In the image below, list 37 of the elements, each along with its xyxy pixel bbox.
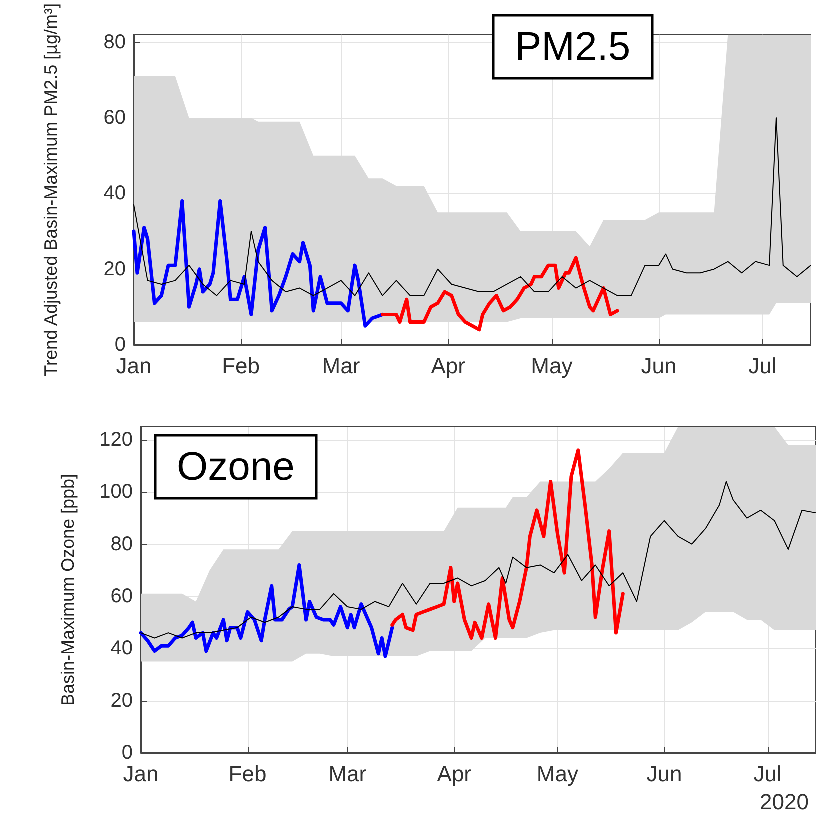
x-tick-label: Apr xyxy=(437,762,472,786)
y-tick-label: 0 xyxy=(114,334,126,356)
x-tick-label: Feb xyxy=(222,354,260,378)
x-tick-label: May xyxy=(531,354,573,378)
chart-title: PM2.5 xyxy=(515,25,631,69)
x-tick-label: Mar xyxy=(322,354,360,378)
x-tick-label: Jan xyxy=(123,762,159,786)
x-tick-label: Jul xyxy=(754,762,782,786)
x-tick-label: Jan xyxy=(116,354,152,378)
x-tick-label: Jun xyxy=(641,354,677,378)
y-axis-title: Trend Adjusted Basin-Maximum PM2.5 [µg/m³] xyxy=(41,3,61,376)
chart-title: Ozone xyxy=(177,445,295,489)
x-axis-title: 2020 xyxy=(760,790,809,814)
y-tick-label: 0 xyxy=(122,742,133,764)
y-tick-label: 40 xyxy=(110,638,133,660)
x-tick-label: Jul xyxy=(748,354,777,378)
y-tick-label: 60 xyxy=(110,586,133,608)
line-series xyxy=(380,256,620,332)
x-tick-label: Apr xyxy=(431,354,466,378)
line-series xyxy=(140,481,816,639)
line-series xyxy=(132,200,384,328)
line-series xyxy=(134,118,812,296)
line-series xyxy=(139,563,394,658)
y-tick-label: 80 xyxy=(104,31,126,54)
y-tick-label: 60 xyxy=(104,107,126,130)
y-axis-title: Basin-Maximum Ozone [ppb] xyxy=(58,474,78,706)
line-series xyxy=(390,448,625,640)
y-tick-label: 20 xyxy=(110,690,133,712)
y-tick-label: 20 xyxy=(104,258,126,280)
y-tick-label: 120 xyxy=(100,429,133,452)
x-tick-label: Jun xyxy=(646,762,682,786)
x-tick-label: Feb xyxy=(228,762,267,786)
x-tick-label: Mar xyxy=(328,762,367,786)
y-tick-label: 40 xyxy=(104,182,126,205)
y-tick-label: 80 xyxy=(110,533,133,556)
x-tick-label: May xyxy=(536,762,578,786)
y-tick-label: 100 xyxy=(100,481,133,504)
